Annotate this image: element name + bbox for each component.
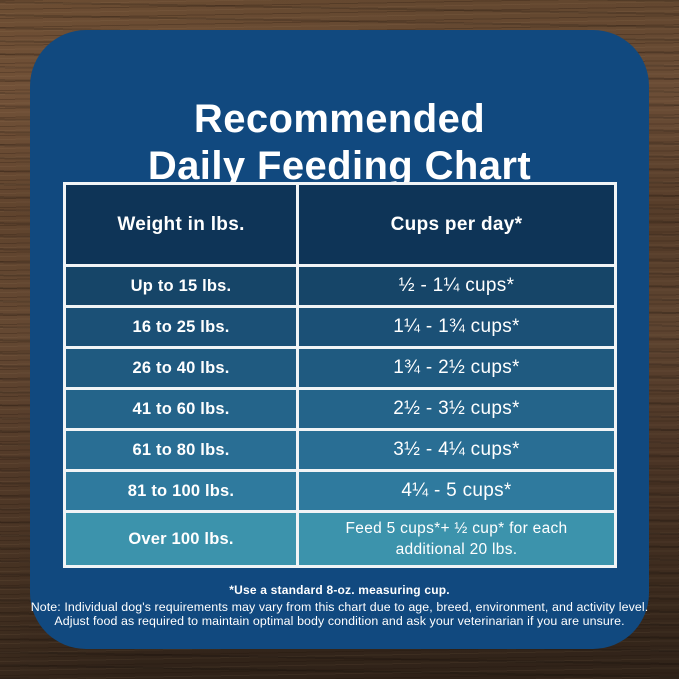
footnotes: *Use a standard 8-oz. measuring cup. Not… <box>30 583 649 628</box>
row-cups: 4¼ - 5 cups* <box>299 472 614 510</box>
feeding-table: Weight in lbs. Cups per day* Up to 15 lb… <box>63 182 617 568</box>
row-cups: 3½ - 4¼ cups* <box>299 431 614 469</box>
row-weight: Up to 15 lbs. <box>66 267 296 305</box>
row-cups: 2½ - 3½ cups* <box>299 390 614 428</box>
chart-title-line2: Daily Feeding Chart <box>147 144 532 188</box>
row-weight: Over 100 lbs. <box>66 513 296 565</box>
measuring-cup-note: *Use a standard 8-oz. measuring cup. <box>229 583 450 597</box>
row-cups: ½ - 1¼ cups* <box>299 267 614 305</box>
row-cups: 1¼ - 1¾ cups* <box>299 308 614 346</box>
column-header-cups: Cups per day* <box>299 185 614 264</box>
column-header-weight: Weight in lbs. <box>66 185 296 264</box>
row-weight: 61 to 80 lbs. <box>66 431 296 469</box>
row-weight: 26 to 40 lbs. <box>66 349 296 387</box>
variance-note: Note: Individual dog's requirements may … <box>30 600 649 614</box>
chart-title: Recommended Daily Feeding Chart <box>30 96 649 190</box>
row-weight: 81 to 100 lbs. <box>66 472 296 510</box>
feeding-chart-card: Recommended Daily Feeding Chart Weight i… <box>30 30 649 649</box>
row-cups: 1¾ - 2½ cups* <box>299 349 614 387</box>
chart-title-line1: Recommended <box>193 97 486 141</box>
veterinarian-note: Adjust food as required to maintain opti… <box>54 614 625 628</box>
row-weight: 41 to 60 lbs. <box>66 390 296 428</box>
row-weight: 16 to 25 lbs. <box>66 308 296 346</box>
row-cups: Feed 5 cups*+ ½ cup* for each additional… <box>299 513 614 565</box>
